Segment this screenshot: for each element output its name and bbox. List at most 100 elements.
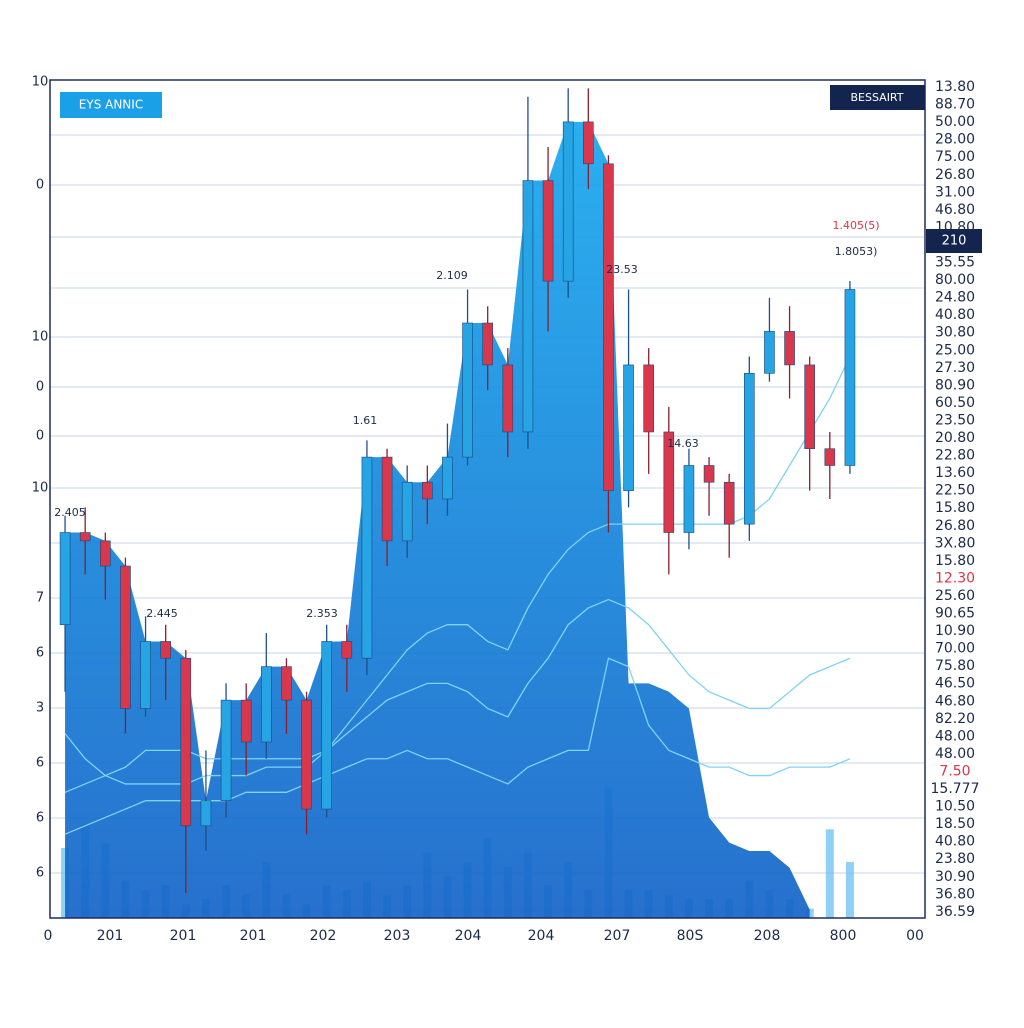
candle-body: [562, 121, 574, 282]
badge: EYS ANNIC: [79, 98, 143, 112]
candle-body: [401, 481, 413, 542]
candle-body: [583, 121, 594, 165]
right-label: 75.80: [935, 658, 975, 674]
right-label: 60.50: [935, 395, 975, 411]
candle-body: [784, 331, 795, 366]
annotation: 2.109: [436, 269, 468, 282]
right-label: 10.80: [935, 219, 975, 235]
x-label: 207: [604, 928, 631, 944]
left-label: 6: [36, 756, 44, 771]
candle-body: [603, 163, 614, 491]
x-label: 203: [384, 928, 411, 944]
right-label: 25.00: [935, 342, 975, 358]
right-label: 22.80: [935, 448, 975, 464]
candle-body: [804, 364, 815, 450]
right-label: 82.20: [935, 711, 975, 727]
candle-body: [120, 565, 131, 709]
candle-body: [140, 641, 151, 709]
candle-body: [422, 481, 433, 500]
candle-body: [744, 372, 755, 525]
candle-body: [442, 456, 453, 500]
right-label: 48.00: [935, 746, 975, 762]
labels: 10010001076366613.8088.7050.0028.0075.00…: [32, 75, 980, 945]
left-label: 10: [32, 330, 49, 345]
right-label: 7.50: [939, 763, 970, 779]
left-label: 10: [32, 481, 49, 496]
candle-body: [683, 465, 695, 533]
x-label: 800: [830, 928, 857, 944]
candle-body: [502, 364, 514, 433]
x-label: 201: [170, 928, 197, 944]
volume-bar: [845, 862, 854, 918]
right-label: 23.80: [935, 851, 975, 867]
candle-body: [79, 532, 91, 542]
x-label: 208: [754, 928, 781, 944]
annotation: 1.8053): [835, 245, 878, 258]
candle-body: [462, 322, 473, 458]
right-label: 12.30: [935, 570, 975, 586]
right-label: 13.80: [935, 79, 975, 95]
x-label: 204: [455, 928, 482, 944]
header-tag: BESSAIRT: [851, 91, 904, 104]
right-label: 30.90: [935, 869, 975, 885]
right-label: 90.65: [935, 606, 975, 622]
x-label: 0: [44, 928, 53, 944]
x-label: 202: [310, 928, 337, 944]
annotation: 1.61: [353, 414, 378, 427]
candle-body: [100, 540, 111, 567]
annotation: 23.53: [606, 263, 638, 276]
x-label: 204: [528, 928, 555, 944]
right-label: 50.00: [935, 114, 975, 130]
right-label: 40.80: [935, 834, 975, 850]
left-label: 6: [36, 811, 44, 826]
candle-body: [341, 641, 353, 659]
candle-body: [623, 364, 634, 491]
frame: [49, 79, 926, 919]
candle-body: [240, 699, 252, 743]
right-label: 46.80: [935, 693, 975, 709]
average-line: [64, 598, 851, 793]
candle-body: [321, 641, 332, 810]
right-label: 10.90: [935, 623, 975, 639]
candle-body: [542, 180, 554, 282]
annotation: 2.445: [146, 607, 178, 620]
right-label: 10.50: [935, 799, 975, 815]
right-label: 46.50: [935, 676, 975, 692]
price-tag: 210: [942, 234, 967, 249]
left-label: 6: [36, 646, 44, 661]
candle-body: [381, 456, 393, 542]
candle-body: [59, 532, 71, 626]
candle-body: [180, 657, 192, 827]
annotation: 1.405(5): [832, 219, 879, 232]
right-label: 23.50: [935, 412, 975, 428]
x-label: 201: [97, 928, 124, 944]
candle-body: [844, 289, 856, 466]
right-label: 30.80: [935, 325, 975, 341]
right-label: 20.80: [935, 430, 975, 446]
right-label: 28.00: [935, 132, 975, 148]
right-label: 18.50: [935, 816, 975, 832]
x-label: 00: [906, 928, 924, 944]
right-label: 48.00: [935, 728, 975, 744]
candle-body: [482, 322, 493, 366]
candle-body: [281, 666, 292, 701]
candle-body: [663, 431, 675, 533]
candle-body: [160, 641, 171, 659]
right-label: 24.80: [935, 290, 975, 306]
right-label: 80.90: [935, 377, 975, 393]
left-label: 6: [36, 866, 44, 881]
right-label: 75.00: [935, 149, 975, 165]
candle-body: [200, 800, 212, 827]
right-label: 26.80: [935, 167, 975, 183]
right-label: 3X.80: [935, 535, 976, 551]
left-label: 7: [36, 591, 44, 606]
candle-body: [723, 481, 735, 525]
candle-body: [824, 448, 836, 466]
right-label: 40.80: [935, 307, 975, 323]
right-label: 80.00: [935, 272, 975, 288]
right-label: 35.55: [935, 255, 975, 271]
right-label: 27.30: [935, 360, 975, 376]
left-label: 0: [36, 178, 44, 193]
right-label: 25.60: [935, 588, 975, 604]
